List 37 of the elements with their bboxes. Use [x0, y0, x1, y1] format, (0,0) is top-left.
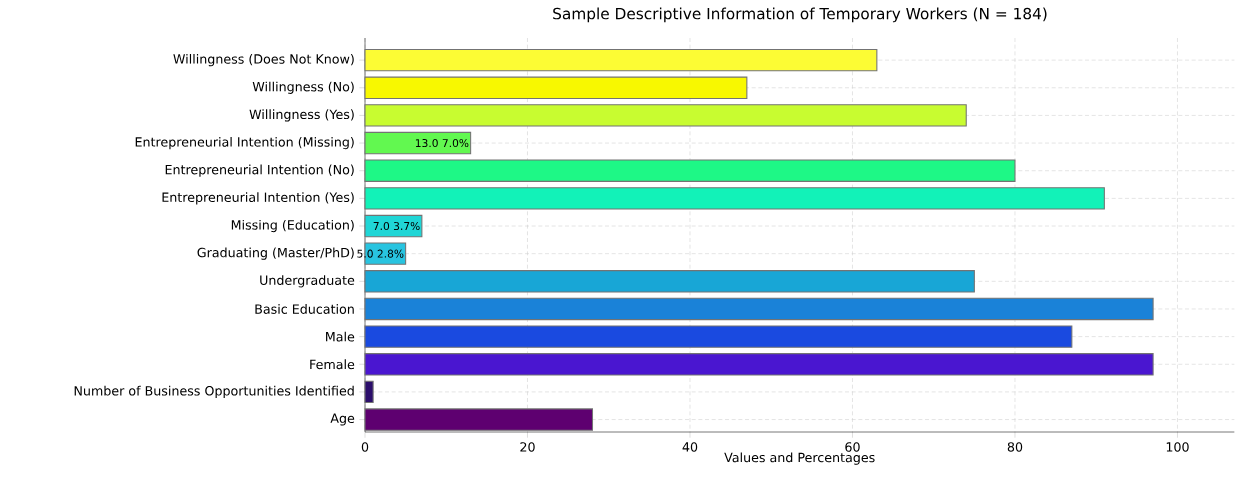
y-tick-label: Number of Business Opportunities Identified	[74, 385, 354, 399]
x-tick-label: 0	[361, 442, 369, 452]
bar	[364, 159, 1016, 182]
bar	[364, 131, 472, 155]
x-tick-label: 100	[1166, 442, 1189, 452]
bar	[364, 104, 967, 127]
y-tick-label: Willingness (No)	[252, 81, 354, 94]
x-tick-label: 40	[682, 442, 698, 452]
x-tick-label: 80	[1007, 442, 1023, 452]
y-tick-label: Undergraduate	[260, 275, 355, 288]
y-tick-label: Graduating (Master/PhD)	[197, 247, 354, 260]
bar	[364, 297, 1154, 321]
x-tick-label: 60	[845, 442, 860, 452]
bar	[364, 187, 1105, 210]
bar	[364, 270, 975, 293]
chart-title: Sample Descriptive Information of Temporary Workers (N = 184)	[553, 7, 1047, 23]
x-tick-label: 20	[520, 442, 535, 452]
bar	[364, 48, 878, 72]
bar	[364, 214, 423, 238]
y-tick-label: Missing (Education)	[231, 219, 354, 233]
y-tick-label: Willingness (Yes)	[249, 109, 354, 122]
y-tick-label: Age	[330, 413, 355, 426]
data-label: 7.0 3.7%	[373, 221, 420, 231]
x-axis-title: Values and Percentages	[724, 452, 875, 465]
y-tick-label: Basic Education	[255, 304, 354, 314]
y-tick-label: Willingness (Does Not Know)	[173, 54, 354, 67]
bar	[364, 408, 594, 431]
y-tick-label: Female	[310, 359, 355, 370]
bar	[364, 380, 374, 404]
y-tick-label: Male	[326, 331, 355, 342]
bar	[364, 353, 1154, 376]
bar	[364, 325, 1073, 348]
bar	[364, 76, 748, 99]
y-tick-label: Entrepreneurial Intention (Missing)	[135, 136, 354, 150]
y-tick-label: Entrepreneurial Intention (Yes)	[162, 192, 354, 205]
y-tick-label: Entrepreneurial Intention (No)	[165, 164, 354, 177]
data-label: 13.0 7.0%	[415, 139, 469, 148]
